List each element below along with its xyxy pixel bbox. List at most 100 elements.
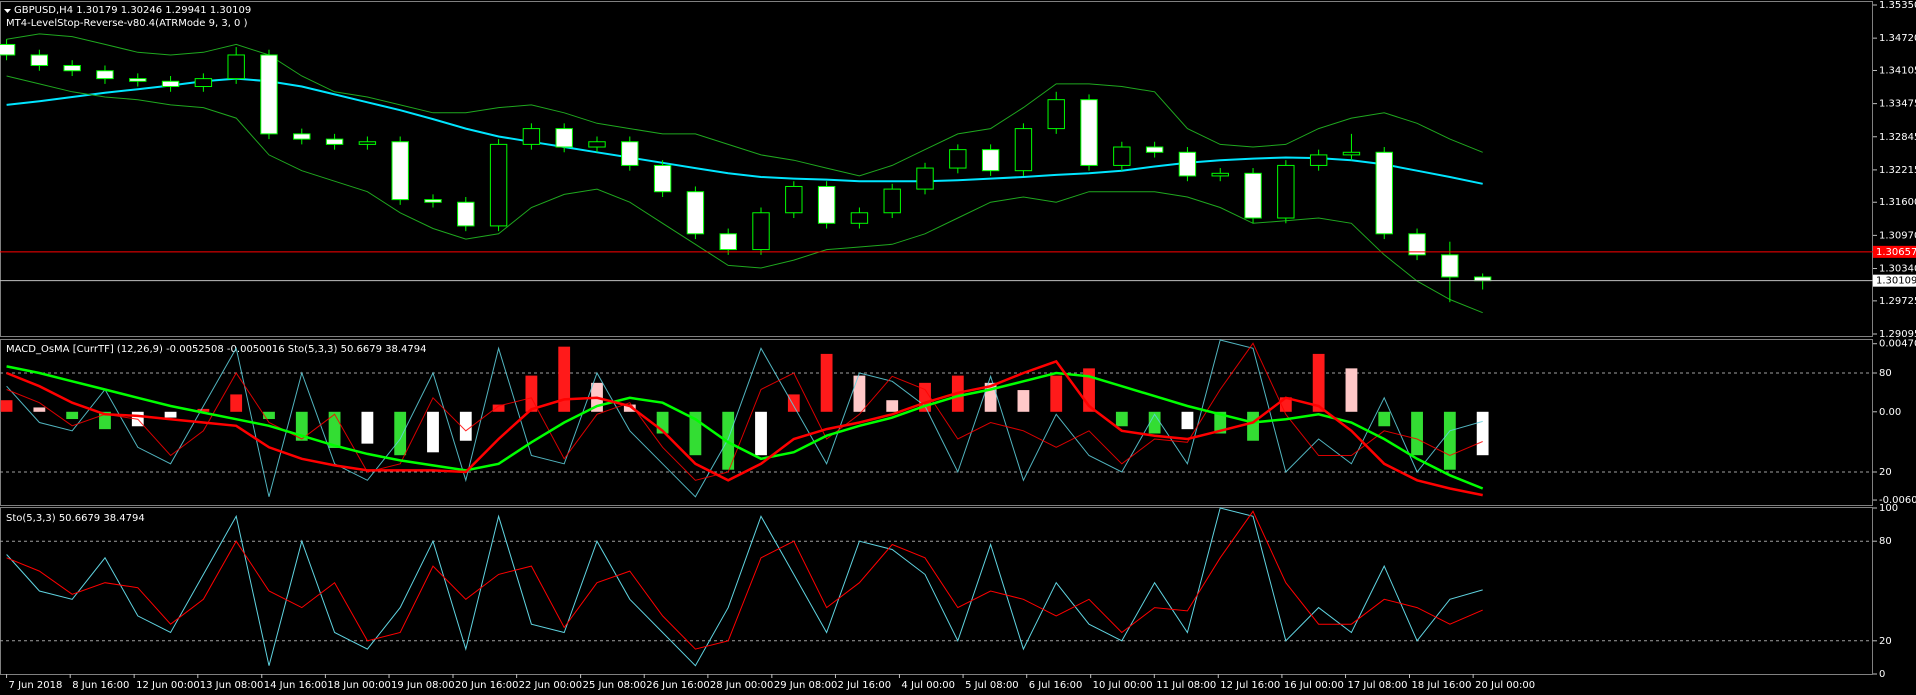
- x-tick-label: 12 Jun 00:00: [136, 680, 200, 691]
- level-price-box: [1873, 245, 1916, 258]
- histogram-bar: [1345, 368, 1358, 412]
- histogram-bar: [1247, 411, 1259, 441]
- y-tick-label: 1.34720: [1879, 33, 1916, 44]
- x-tick-label: 29 Jun 08:00: [774, 680, 838, 691]
- candle-body: [785, 185, 803, 214]
- osma-panel-frame: [0, 339, 1873, 506]
- candle-body: [850, 212, 869, 224]
- candle-body: [719, 233, 737, 251]
- candle-body: [260, 54, 278, 135]
- candle-body: [30, 54, 49, 66]
- y-tick-label: 80: [1879, 368, 1892, 379]
- candle-body: [916, 167, 934, 190]
- x-tick-label: 11 Jul 08:00: [1156, 680, 1216, 691]
- indicator-line: [6, 359, 1483, 497]
- indicator-line: [6, 75, 1483, 314]
- indicator-line: [6, 365, 1484, 490]
- histogram-bar: [1312, 353, 1325, 412]
- candle-body: [1342, 151, 1361, 156]
- histogram-bar: [919, 382, 931, 412]
- histogram-bar: [755, 411, 767, 456]
- histogram-bar: [1443, 411, 1456, 470]
- y-tick-label: 20: [1879, 636, 1892, 647]
- histogram-bar: [263, 411, 275, 420]
- y-tick-label: 1.29095: [1879, 329, 1916, 340]
- candle-body: [817, 185, 836, 224]
- candle-body: [129, 78, 147, 82]
- bid-price-label: 1.30109: [1876, 276, 1916, 287]
- histogram-bar: [1411, 411, 1423, 456]
- y-tick-label: 1.35350: [1879, 0, 1916, 11]
- candle-body: [424, 199, 442, 203]
- histogram-bar: [427, 411, 439, 453]
- candle-body: [489, 143, 508, 227]
- histogram-bar: [164, 411, 177, 418]
- x-tick-label: 6 Jul 16:00: [1029, 680, 1083, 691]
- histogram-bar: [230, 394, 243, 412]
- histogram-bar: [328, 411, 341, 448]
- histogram-bar: [1279, 397, 1292, 412]
- y-tick-label: 0.004703: [1879, 339, 1916, 350]
- histogram-bar: [197, 408, 210, 412]
- candle-body: [1113, 146, 1131, 166]
- sto-header: Sto(5,3,3) 50.6679 38.4794: [6, 513, 145, 524]
- histogram-bar: [1115, 411, 1128, 427]
- candle-body: [1375, 151, 1393, 235]
- candle-body: [391, 141, 409, 201]
- collapse-arrow[interactable]: [4, 9, 11, 13]
- candle-body: [1473, 276, 1492, 282]
- candle-body: [325, 138, 344, 145]
- candle-body: [653, 164, 672, 193]
- candle-body: [1244, 172, 1262, 219]
- candle-body: [358, 141, 377, 145]
- histogram-bar: [558, 346, 571, 412]
- candle-body: [752, 212, 770, 251]
- x-tick-label: 26 Jun 16:00: [646, 680, 710, 691]
- candle-body: [161, 80, 180, 88]
- histogram-bar: [984, 382, 997, 412]
- candle-body: [1309, 154, 1328, 166]
- indicator-header: MT4-LevelStop-Reverse-v80.4(ATRMode 9, 3…: [6, 18, 248, 29]
- x-tick-label: 18 Jun 00:00: [327, 680, 391, 691]
- indicator-line: [6, 77, 1483, 185]
- y-tick-label: 1.31600: [1879, 197, 1916, 208]
- candle-body: [63, 64, 81, 72]
- histogram-bar: [0, 400, 13, 412]
- x-tick-label: 20 Jun 16:00: [455, 680, 519, 691]
- candle-body: [949, 149, 967, 169]
- y-tick-label: 1.30340: [1879, 264, 1916, 275]
- histogram-bar: [1181, 411, 1194, 430]
- candle-body: [1178, 151, 1197, 177]
- x-tick-label: 5 Jul 08:00: [965, 680, 1019, 691]
- candle-body: [522, 128, 541, 145]
- histogram-bar: [689, 411, 702, 456]
- histogram-bar: [1214, 411, 1227, 434]
- histogram-bar: [99, 411, 111, 430]
- x-tick-label: 2 Jul 16:00: [837, 680, 891, 691]
- candle-body: [293, 133, 311, 140]
- x-tick-label: 13 Jun 08:00: [200, 680, 264, 691]
- indicator-line: [6, 510, 1483, 650]
- x-tick-label: 25 Jun 08:00: [583, 680, 647, 691]
- candle-body: [686, 191, 705, 235]
- y-tick-label: 1.34105: [1879, 65, 1916, 76]
- x-tick-label: 14 Jun 16:00: [264, 680, 328, 691]
- histogram-bar: [1476, 411, 1489, 456]
- candle-body: [227, 54, 245, 80]
- histogram-bar: [853, 375, 866, 412]
- y-tick-label: 100: [1879, 503, 1898, 514]
- histogram-bar: [1148, 411, 1161, 434]
- indicator-line: [6, 342, 1483, 481]
- histogram-bar: [33, 407, 46, 412]
- x-tick-label: 4 Jul 00:00: [901, 680, 955, 691]
- x-tick-label: 7 Jun 2018: [9, 680, 63, 691]
- histogram-bar: [459, 411, 472, 441]
- candle-body: [194, 78, 213, 88]
- x-tick-label: 10 Jul 00:00: [1093, 680, 1153, 691]
- histogram-bar: [394, 411, 407, 456]
- osma-header: MACD_OsMA [CurrTF] (12,26,9) -0.0052508 …: [6, 344, 427, 355]
- y-tick-label: 1.32215: [1879, 165, 1916, 176]
- bid-price-box: [1873, 274, 1916, 287]
